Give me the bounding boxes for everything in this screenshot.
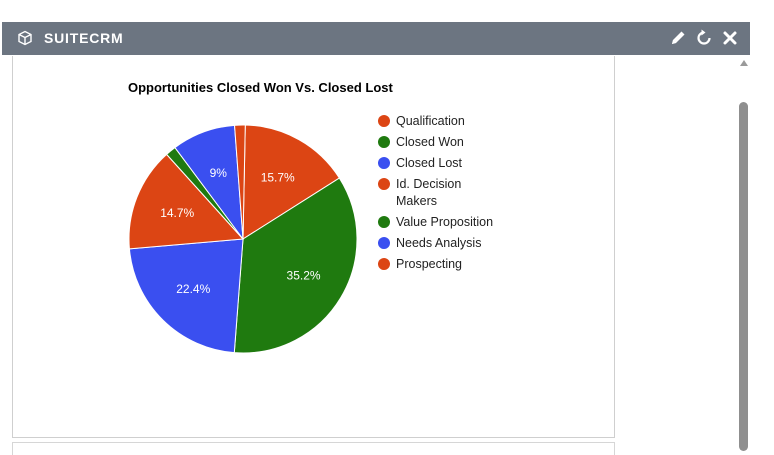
pie-slice-label: 14.7% — [160, 206, 194, 220]
chart-legend: Qualification Closed Won Closed Lost Id. De… — [378, 113, 538, 277]
scroll-up-arrow-icon[interactable] — [740, 60, 748, 66]
legend-item[interactable]: Value Proposition — [378, 214, 538, 231]
pie-slice-qualification[interactable] — [242, 124, 341, 240]
legend-label: Closed Lost — [396, 156, 463, 170]
pie-slice-prospecting[interactable] — [234, 124, 246, 240]
legend-item[interactable]: Closed Won — [378, 134, 538, 151]
legend-item[interactable]: Prospecting — [378, 256, 538, 273]
pie-slice-label: 9% — [210, 166, 228, 180]
pie-slice-label: 22.4% — [176, 282, 210, 296]
legend-swatch — [378, 157, 390, 169]
legend-item[interactable]: Needs Analysis — [378, 235, 538, 252]
legend-swatch — [378, 237, 390, 249]
close-icon[interactable] — [720, 28, 740, 48]
legend-item[interactable]: Id. Decision Makers — [378, 176, 538, 210]
pie-slice-label: 35.2% — [287, 268, 321, 282]
pencil-icon[interactable] — [668, 28, 688, 48]
dashlet-title: SUITECRM — [44, 30, 124, 46]
legend-label: Prospecting — [396, 257, 463, 271]
chart-title: Opportunities Closed Won Vs. Closed Lost — [128, 80, 393, 95]
pie-slice-closed-lost[interactable] — [128, 238, 244, 354]
legend-label: Needs Analysis — [396, 236, 482, 250]
legend-swatch — [378, 178, 390, 190]
legend-swatch — [378, 216, 390, 228]
vertical-scrollbar[interactable] — [737, 56, 750, 451]
refresh-icon[interactable] — [694, 28, 714, 48]
dashlet-header: SUITECRM — [2, 22, 750, 55]
legend-label: Id. Decision Makers — [396, 177, 462, 208]
legend-swatch — [378, 115, 390, 127]
legend-label: Closed Won — [396, 135, 464, 149]
pie-slice-closed-won[interactable] — [233, 177, 358, 354]
legend-item[interactable]: Closed Lost — [378, 155, 538, 172]
pie-slice-id-decision-makers[interactable] — [128, 153, 245, 250]
legend-swatch — [378, 136, 390, 148]
legend-swatch — [378, 258, 390, 270]
scroll-thumb[interactable] — [739, 102, 748, 451]
cube-icon — [17, 30, 33, 46]
legend-label: Qualification — [396, 114, 465, 128]
legend-label: Value Proposition — [396, 215, 494, 229]
legend-item[interactable]: Qualification — [378, 113, 538, 130]
pie-slice-label: 15.7% — [261, 170, 295, 184]
